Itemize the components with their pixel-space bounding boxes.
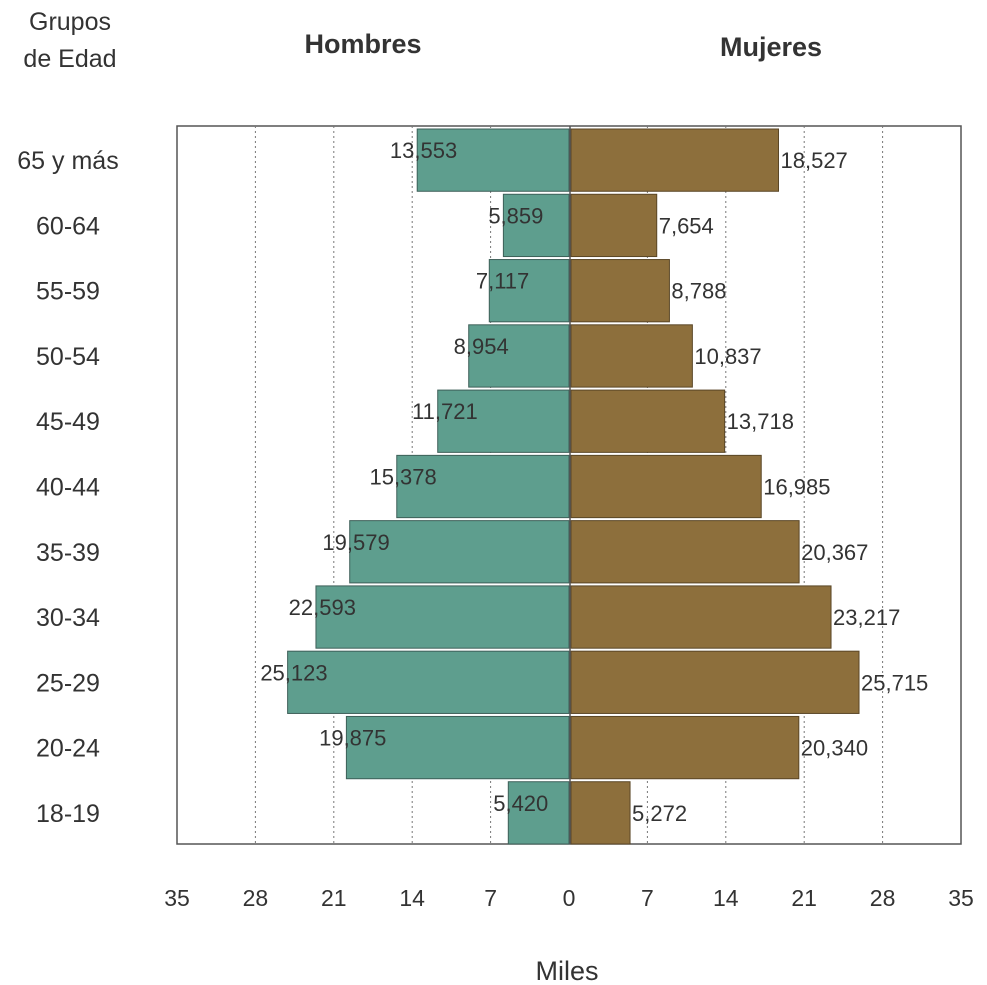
category-label-10: 18-19: [36, 800, 100, 828]
value-label-mujeres-4: 13,718: [727, 409, 794, 434]
tick-label-right-21: 21: [791, 885, 817, 911]
series-title-hombres: Hombres: [304, 29, 421, 59]
tick-label-left-7: 7: [484, 885, 497, 911]
bar-mujeres-0: [570, 128, 780, 192]
tick-label-right-0: 0: [563, 885, 576, 911]
category-label-3: 50-54: [36, 343, 100, 371]
category-label-2: 55-59: [36, 278, 100, 306]
value-label-mujeres-8: 25,715: [861, 670, 928, 695]
bar-hombres-3: [468, 324, 570, 388]
value-label-hombres-8: 25,123: [260, 660, 327, 685]
tick-label-right-35: 35: [948, 885, 974, 911]
category-label-4: 45-49: [36, 408, 100, 436]
bar-mujeres-4: [570, 389, 726, 453]
value-label-hombres-5: 15,378: [369, 465, 436, 490]
value-label-mujeres-10: 5,272: [632, 801, 687, 826]
bar-hombres-4: [437, 389, 570, 453]
bar-mujeres-7: [570, 585, 832, 649]
value-label-mujeres-1: 7,654: [659, 213, 714, 238]
value-label-mujeres-5: 16,985: [763, 475, 830, 500]
tick-label-left-14: 14: [399, 885, 425, 911]
value-label-hombres-0: 13,553: [390, 138, 457, 163]
value-label-hombres-4: 11,721: [412, 399, 478, 424]
value-label-hombres-9: 19,875: [319, 726, 386, 751]
value-label-mujeres-6: 20,367: [801, 540, 868, 565]
bar-hombres-9: [345, 715, 570, 780]
bar-hombres-2: [488, 259, 570, 323]
x-axis-title: Miles: [535, 956, 598, 985]
bar-mujeres-8: [570, 650, 860, 714]
bar-hombres-5: [396, 454, 570, 519]
tick-label-left-35: 35: [164, 885, 190, 911]
category-label-7: 30-34: [36, 604, 100, 632]
category-label-6: 35-39: [36, 539, 100, 567]
value-label-hombres-7: 22,593: [289, 595, 356, 620]
bars-group: [287, 126, 860, 845]
bar-mujeres-5: [570, 454, 762, 519]
value-label-hombres-1: 5,859: [488, 203, 543, 228]
value-label-mujeres-9: 20,340: [801, 736, 868, 761]
tick-label-left-28: 28: [243, 885, 269, 911]
category-label-9: 20-24: [36, 735, 100, 763]
bar-hombres-8: [287, 650, 570, 714]
value-label-mujeres-0: 18,527: [781, 148, 848, 173]
bar-mujeres-3: [570, 324, 693, 388]
tick-label-left-21: 21: [321, 885, 347, 911]
bar-hombres-7: [315, 585, 570, 649]
bar-hombres-1: [502, 193, 570, 258]
tick-label-right-7: 7: [641, 885, 654, 911]
value-labels-group: 13,553 18,527 5,859 7,654 7,117 8,788 8,954 10,…: [260, 138, 928, 826]
value-label-hombres-3: 8,954: [454, 334, 509, 359]
bar-hombres-0: [416, 128, 570, 192]
tick-label-right-28: 28: [870, 885, 896, 911]
bar-hombres-6: [349, 520, 570, 584]
bar-mujeres-6: [570, 520, 800, 584]
value-label-hombres-2: 7,117: [476, 269, 529, 294]
category-label-0: 65 y más: [17, 147, 118, 175]
category-label-5: 40-44: [36, 474, 100, 502]
bar-mujeres-1: [570, 193, 658, 258]
category-labels-group: 65 y más 60-64 55-59 50-54 45-49 40-44 35-39 30…: [17, 147, 118, 828]
value-label-hombres-6: 19,579: [322, 530, 389, 555]
bar-mujeres-10: [570, 781, 631, 845]
category-label-8: 25-29: [36, 669, 100, 697]
value-label-mujeres-7: 23,217: [833, 605, 900, 630]
value-label-mujeres-2: 8,788: [671, 279, 726, 304]
value-label-hombres-10: 5,420: [493, 791, 548, 816]
series-title-mujeres: Mujeres: [720, 32, 822, 62]
bar-hombres-10: [507, 781, 570, 845]
category-label-1: 60-64: [36, 212, 100, 240]
tick-labels-group: 35 28 21 14 7 0 7 14 21 28 35: [164, 885, 974, 911]
category-axis-title-line-2: de Edad: [23, 45, 116, 73]
tick-label-right-14: 14: [713, 885, 739, 911]
bar-mujeres-2: [570, 259, 670, 323]
category-axis-title-line-1: Grupos: [29, 8, 111, 36]
value-label-mujeres-3: 10,837: [694, 344, 761, 369]
bar-mujeres-9: [570, 715, 800, 780]
